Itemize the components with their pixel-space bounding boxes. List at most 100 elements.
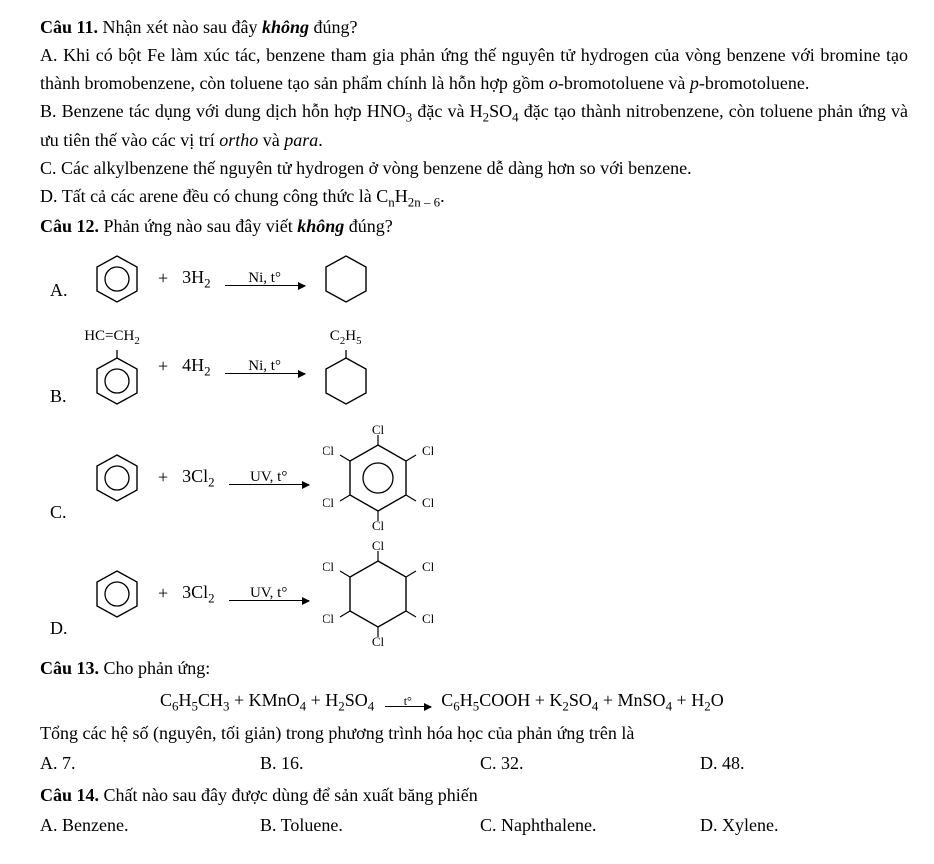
answer-b: B. 16.: [260, 750, 480, 778]
q11-title: Câu 11. Nhận xét nào sau đây không đúng?: [40, 14, 908, 42]
q12-khong: không: [297, 216, 344, 236]
option-text-2: -bromotoluene và: [558, 73, 690, 93]
arrow: Ni, t°: [225, 271, 305, 286]
reagent-3cl2: 3Cl2: [182, 463, 215, 493]
q11-option-a: A. Khi có bột Fe làm xúc tác, benzene th…: [40, 42, 908, 98]
h2o: + H: [672, 690, 704, 710]
styrene-icon: HC=CH2: [90, 325, 144, 408]
arrow: t°: [385, 695, 431, 707]
q12-title-rest: Phản ứng nào sau đây viết: [99, 216, 297, 236]
c6: C: [160, 690, 172, 710]
plus: +: [158, 580, 168, 608]
svg-text:Cl: Cl: [372, 425, 385, 437]
plus: +: [158, 353, 168, 381]
para: para: [284, 130, 318, 150]
arrow-line-icon: [229, 600, 309, 601]
t3: SO: [489, 101, 512, 121]
q13-number: Câu 13.: [40, 658, 99, 678]
label-a: A.: [50, 277, 76, 305]
q12-title-end: đúng?: [344, 216, 393, 236]
reagent-3h2: 3H2: [182, 264, 210, 294]
q13-title: Câu 13. Cho phản ứng:: [40, 655, 908, 683]
option-text-3: -bromotoluene.: [699, 73, 809, 93]
svg-text:Cl: Cl: [323, 611, 334, 626]
q11-number: Câu 11.: [40, 17, 98, 37]
ch3: CH: [198, 690, 223, 710]
plus: +: [158, 265, 168, 293]
clt: 3Cl: [182, 466, 208, 486]
h2s: 2: [204, 275, 210, 290]
answer-b: B. Toluene.: [260, 812, 480, 840]
svg-text:Cl: Cl: [422, 611, 433, 626]
label-b: B.: [50, 383, 76, 411]
arrow: UV, t°: [229, 470, 309, 485]
h5: H: [179, 690, 192, 710]
q12-option-d: D. + 3Cl2 UV, t° Cl Cl Cl Cl Cl Cl: [50, 539, 908, 649]
c2h5-label: C2H5: [330, 325, 362, 350]
label-d: D.: [50, 615, 76, 643]
ortho: ortho: [219, 130, 258, 150]
arrow: Ni, t°: [225, 359, 305, 374]
answer-d: D. 48.: [700, 750, 920, 778]
hcch2-label: HC=CH2: [84, 325, 140, 350]
q14-title-rest: Chất nào sau đây được dùng để sản xuất b…: [99, 785, 478, 805]
q11-title-end: đúng?: [309, 17, 358, 37]
q11-title-rest: Nhận xét nào sau đây: [98, 17, 262, 37]
q14-number: Câu 14.: [40, 785, 99, 805]
answer-d: D. Xylene.: [700, 812, 920, 840]
mid: H: [395, 186, 408, 206]
q11-option-b: B. Benzene tác dụng với dung dịch hỗn hợ…: [40, 98, 908, 156]
t6: .: [318, 130, 323, 150]
post: .: [440, 186, 445, 206]
benzene-icon: [90, 565, 144, 623]
cls: 2: [208, 590, 214, 605]
q11-option-c: C. Các alkylbenzene thế nguyên tử hydrog…: [40, 155, 908, 183]
arrow-line-icon: [225, 373, 305, 374]
arrow-cond: Ni, t°: [248, 359, 281, 374]
so4: SO: [345, 690, 368, 710]
hc2: 2: [134, 335, 139, 347]
answer-a: A. 7.: [40, 750, 260, 778]
h: H: [345, 328, 356, 344]
t1: Benzene tác dụng với dung dịch hỗn hợp H…: [62, 101, 406, 121]
q13-title-rest: Cho phản ứng:: [99, 658, 210, 678]
o-italic: o: [549, 73, 558, 93]
answer-c: C. Naphthalene.: [480, 812, 700, 840]
h5: 5: [356, 335, 361, 347]
s4b: 4: [368, 698, 374, 713]
svg-text:Cl: Cl: [422, 443, 433, 458]
rso4: SO: [569, 690, 592, 710]
option-text: Các alkylbenzene thế nguyên tử hydrogen …: [61, 158, 692, 178]
q12-option-a: A. + 3H2 Ni, t°: [50, 247, 908, 311]
cls: 2: [208, 474, 214, 489]
arrow-line-icon: [229, 484, 309, 485]
p-italic: p: [690, 73, 699, 93]
clt: 3Cl: [182, 582, 208, 602]
option-label: D.: [40, 186, 58, 206]
q12-title: Câu 12. Phản ứng nào sau đây viết không …: [40, 213, 908, 241]
q13-answers: A. 7. B. 16. C. 32. D. 48.: [40, 750, 908, 778]
q12-option-c: C. + 3Cl2 UV, t° Cl Cl Cl Cl Cl: [50, 423, 908, 533]
arrow: UV, t°: [229, 586, 309, 601]
q11-option-d: D. Tất cả các arene đều có chung công th…: [40, 183, 908, 213]
svg-text:Cl: Cl: [372, 518, 385, 531]
q13-equation: C6H5CH3 + KMnO4 + H2SO4 t° C6H5COOH + K2…: [160, 687, 908, 717]
cyclohexane-icon: [319, 250, 373, 308]
c: C: [330, 328, 340, 344]
svg-text:Cl: Cl: [422, 495, 433, 510]
q12-option-b: B. HC=CH2 + 4H 2 Ni, t° C2H5: [50, 317, 908, 417]
h2t: 4H: [182, 355, 204, 375]
t2: đặc và H: [412, 101, 482, 121]
page: Câu 11. Nhận xét nào sau đây không đúng?…: [0, 0, 934, 864]
svg-text:Cl: Cl: [422, 559, 433, 574]
benzene-icon: [90, 250, 144, 308]
t5: và: [258, 130, 284, 150]
hexachlorobenzene-icon: Cl Cl Cl Cl Cl Cl: [323, 425, 433, 531]
sub2n6: 2n – 6: [408, 195, 440, 210]
option-label: B.: [40, 101, 57, 121]
q13-subtext: Tổng các hệ số (nguyên, tối giản) trong …: [40, 720, 908, 748]
svg-text:Cl: Cl: [323, 495, 334, 510]
q14-title: Câu 14. Chất nào sau đây được dùng để sả…: [40, 782, 908, 810]
q14-answers: A. Benzene. B. Toluene. C. Naphthalene. …: [40, 812, 908, 840]
cooh: COOH + K: [479, 690, 562, 710]
